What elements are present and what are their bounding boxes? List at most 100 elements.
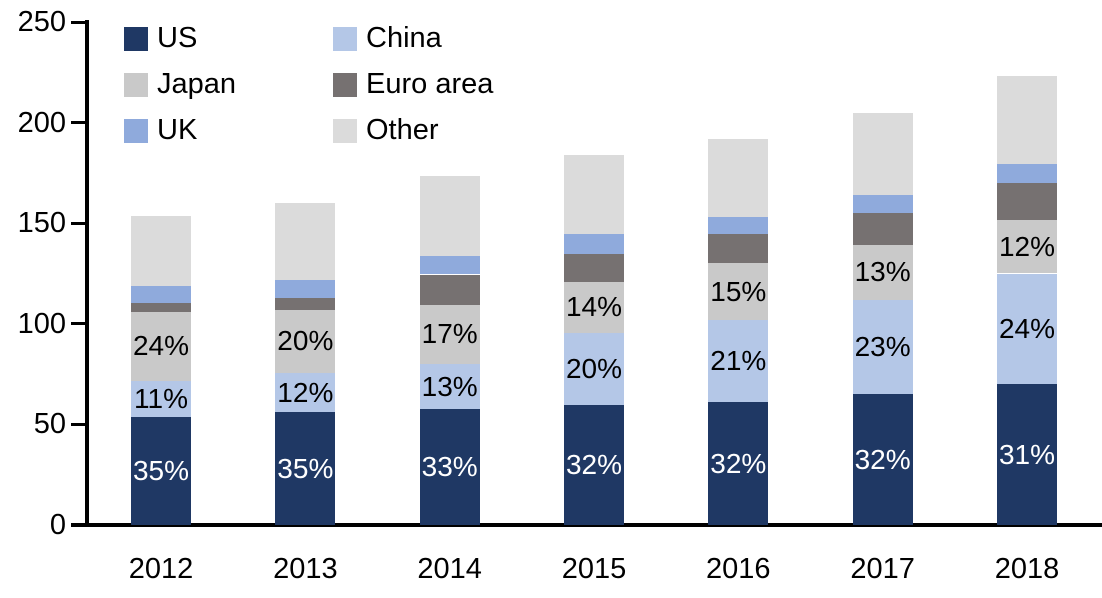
bar-value-label: 23% [854,330,911,362]
bar-value-label: 11% [134,383,188,415]
bar-segment-us-2014 [419,409,480,525]
bar-segment-us-2015 [563,405,624,525]
bar-value-label: 21% [710,345,767,377]
legend-label: China [366,22,442,54]
bar-value-label: 15% [710,275,767,307]
bar-value-label: 32% [565,449,622,481]
y-axis-tick [71,422,85,426]
bar-segment-other-2017 [852,112,913,196]
bar-value-label: 35% [132,455,190,487]
x-axis-line [71,523,1102,527]
bar-segment-china-2013 [275,373,336,413]
legend-swatch-china [333,26,357,51]
bar-segment-euro-area-2018 [996,182,1057,221]
bar-segment-euro-area-2014 [419,274,480,305]
bar-segment-other-2016 [708,138,769,218]
chart-legend: US China Japan Euro area UK Other [124,22,494,146]
bar-segment-euro-area-2013 [275,297,336,310]
y-axis-tick-label: 50 [33,408,66,441]
bar-value-label: 12% [277,376,334,408]
legend-item-japan: Japan [124,68,333,100]
x-axis-label: 2012 [128,553,194,585]
bar-value-label: 20% [277,325,334,357]
bar-segment-euro-area-2012 [131,302,191,312]
bar-segment-japan-2014 [419,304,480,365]
bar-segment-other-2014 [419,175,480,257]
bar-segment-us-2012 [131,417,191,525]
legend-swatch-us [124,26,148,51]
legend-item-uk: UK [124,114,333,146]
legend-swatch-uk [124,118,148,143]
bar-segment-us-2018 [996,384,1057,525]
bar-segment-uk-2013 [275,279,336,298]
legend-item-other: Other [333,114,493,146]
legend-label: UK [157,114,198,146]
legend-swatch-japan [124,72,148,97]
bar-segment-china-2015 [563,332,624,406]
x-axis-label: 2014 [417,553,482,585]
bar-segment-japan-2018 [996,220,1057,274]
bar-segment-china-2018 [996,273,1057,385]
bar-value-label: 20% [565,353,622,385]
bar-segment-uk-2014 [419,256,480,275]
bar-segment-us-2013 [275,412,336,525]
x-axis-label: 2017 [850,553,915,585]
bar-value-label: 14% [565,291,622,323]
bar-value-label: 35% [277,452,334,484]
y-axis-tick-label: 150 [17,207,66,240]
legend-label: Japan [157,68,237,100]
legend-label: Other [366,114,439,146]
y-axis-tick-label: 0 [49,509,66,541]
bar-segment-other-2018 [996,76,1057,164]
legend-item-us: US [124,22,333,54]
bar-segment-japan-2015 [563,281,624,333]
bar-value-label: 13% [854,256,911,288]
bar-value-label: 24% [132,330,190,362]
y-axis-tick-label: 100 [17,307,66,340]
bar-segment-china-2012 [131,381,191,418]
legend-swatch-other [333,118,357,143]
bar-segment-uk-2015 [563,234,624,255]
bar-segment-japan-2013 [275,309,336,374]
bar-segment-euro-area-2017 [852,213,913,246]
bar-value-label: 12% [998,230,1055,262]
legend-item-euro-area: Euro area [333,68,494,100]
bar-segment-uk-2012 [131,285,191,303]
y-axis-tick-label: 250 [17,6,66,38]
bar-segment-uk-2018 [996,163,1057,183]
bar-value-label: 32% [710,447,767,479]
bar-segment-other-2015 [563,154,624,235]
bar-segment-uk-2016 [708,217,769,235]
legend-label: Euro area [366,68,494,100]
bar-value-label: 13% [421,370,478,402]
bar-segment-euro-area-2015 [563,254,624,282]
x-axis-label: 2018 [994,553,1060,585]
bar-value-label: 24% [998,312,1055,344]
legend-label: US [157,22,198,54]
bar-segment-japan-2016 [708,263,769,320]
bar-segment-japan-2017 [852,245,913,300]
bar-value-label: 17% [421,318,478,350]
bar-segment-china-2017 [852,299,913,395]
bar-segment-other-2013 [275,203,336,280]
y-axis-tick [71,322,85,326]
legend-item-china: China [333,22,493,54]
bar-value-label: 32% [854,443,911,475]
y-axis-tick-label: 200 [17,106,66,139]
y-axis-tick [71,221,85,225]
bar-segment-other-2012 [131,216,191,286]
legend-swatch-euro-area [333,72,357,97]
y-axis-line [85,20,89,527]
x-axis-label: 2015 [561,553,627,585]
bar-value-label: 33% [421,451,478,483]
bar-value-label: 31% [998,438,1055,470]
bar-segment-euro-area-2016 [708,234,769,264]
bar-segment-us-2017 [852,394,913,525]
bar-segment-china-2014 [419,364,480,410]
bar-segment-japan-2012 [131,311,191,382]
bar-segment-china-2016 [708,319,769,403]
y-axis-tick [71,20,85,24]
bar-segment-uk-2017 [852,195,913,214]
bar-segment-us-2016 [708,402,769,525]
